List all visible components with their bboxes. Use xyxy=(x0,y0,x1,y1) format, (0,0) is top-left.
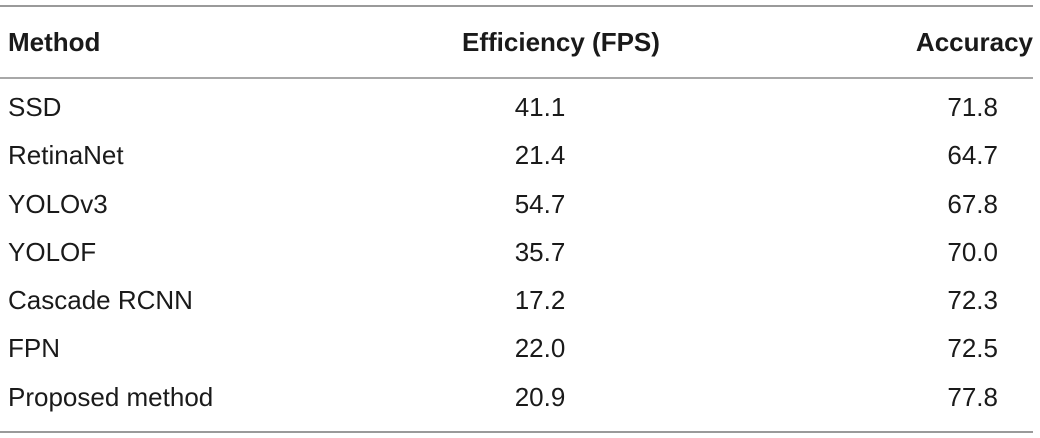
method-cell: FPN xyxy=(8,333,60,364)
accuracy-cell: 70.0 xyxy=(947,236,998,267)
efficiency-cell: 21.4 xyxy=(514,140,566,171)
table-row: Cascade RCNN 17.2 72.3 xyxy=(0,283,1040,331)
table-row: Proposed method 20.9 77.8 xyxy=(0,380,1040,428)
efficiency-cell: 35.7 xyxy=(514,236,566,267)
method-cell: Proposed method xyxy=(8,381,214,412)
efficiency-cell: 41.1 xyxy=(514,92,566,122)
method-cell: SSD xyxy=(8,92,62,122)
accuracy-cell: 67.8 xyxy=(947,188,998,219)
accuracy-cell: 77.8 xyxy=(947,381,998,412)
method-cell: RetinaNet xyxy=(8,140,124,171)
accuracy-cell: 72.5 xyxy=(947,333,998,364)
table-row: YOLOF 35.7 70.0 xyxy=(0,235,1040,283)
efficiency-cell: 17.2 xyxy=(514,285,566,316)
method-cell: YOLOF xyxy=(8,236,97,267)
table-row: YOLOv3 54.7 67.8 xyxy=(0,187,1040,235)
accuracy-cell: 72.3 xyxy=(947,285,998,316)
efficiency-cell: 54.7 xyxy=(514,188,566,219)
table-row: SSD 41.1 71.8 xyxy=(0,90,1040,138)
efficiency-cell: 20.9 xyxy=(514,381,566,412)
table-row: RetinaNet 21.4 64.7 xyxy=(0,138,1040,186)
method-cell: Cascade RCNN xyxy=(8,285,193,316)
header-efficiency: Efficiency (FPS) xyxy=(462,27,660,57)
header-accuracy: Accuracy xyxy=(915,27,1033,57)
table-row: FPN 22.0 72.5 xyxy=(0,331,1040,379)
header-rule xyxy=(0,77,1033,79)
efficiency-cell: 22.0 xyxy=(514,333,566,364)
top-rule xyxy=(0,5,1033,7)
accuracy-cell: 64.7 xyxy=(947,140,998,171)
header-method: Method xyxy=(8,27,101,57)
bottom-rule xyxy=(0,431,1033,433)
accuracy-cell: 71.8 xyxy=(947,92,998,122)
table-body: SSD 41.1 71.8 RetinaNet 21.4 64.7 YOLOv3… xyxy=(0,90,1040,428)
method-cell: YOLOv3 xyxy=(8,188,108,219)
